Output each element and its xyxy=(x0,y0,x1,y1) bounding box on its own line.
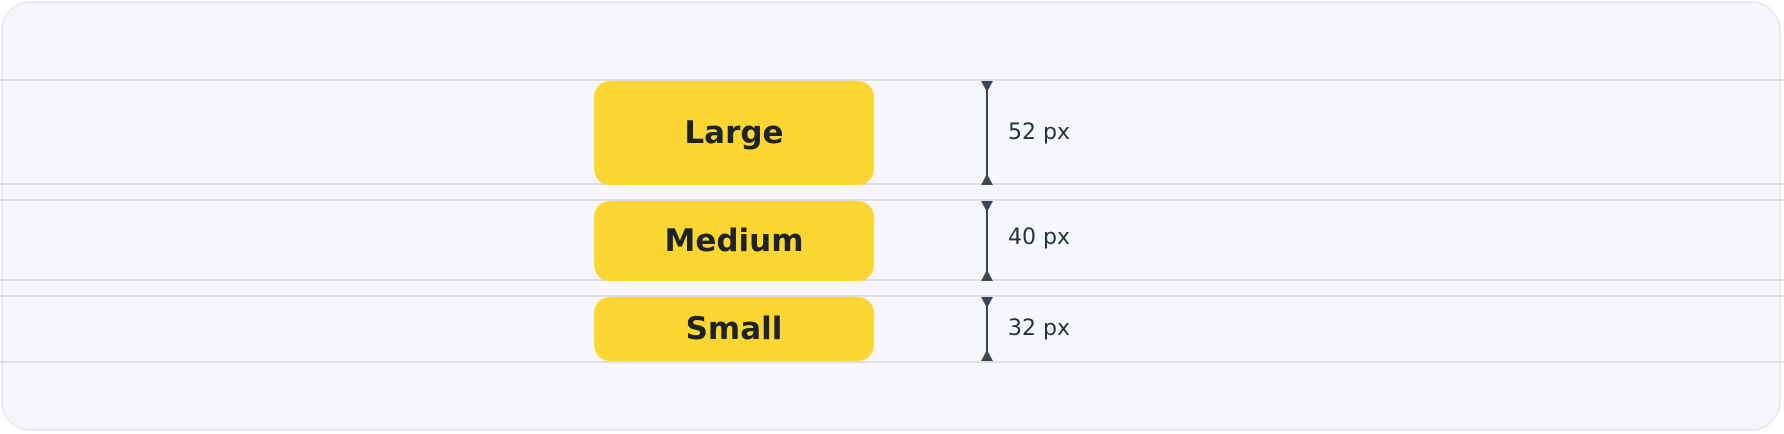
height-indicator-medium xyxy=(980,201,994,281)
small-button[interactable]: Small xyxy=(594,297,874,361)
arrow-down-icon xyxy=(981,297,993,308)
arrow-up-icon xyxy=(981,270,993,281)
large-button[interactable]: Large xyxy=(594,81,874,185)
height-label-medium: 40 px xyxy=(1008,225,1070,250)
guide-line-large-top xyxy=(0,79,1784,81)
guide-line-small-bottom xyxy=(0,361,1784,363)
dimension-line xyxy=(986,81,988,185)
arrow-down-icon xyxy=(981,201,993,212)
arrow-up-icon xyxy=(981,174,993,185)
dimension-line xyxy=(986,201,988,281)
arrow-up-icon xyxy=(981,350,993,361)
height-label-large: 52 px xyxy=(1008,120,1070,145)
dimension-line xyxy=(986,297,988,361)
medium-button[interactable]: Medium xyxy=(594,201,874,281)
guide-line-medium-bottom xyxy=(0,279,1784,281)
guide-line-small-top xyxy=(0,295,1784,297)
height-indicator-small xyxy=(980,297,994,361)
height-label-small: 32 px xyxy=(1008,316,1070,341)
guide-line-large-bottom xyxy=(0,183,1784,185)
guide-line-medium-top xyxy=(0,199,1784,201)
height-indicator-large xyxy=(980,81,994,185)
arrow-down-icon xyxy=(981,81,993,92)
